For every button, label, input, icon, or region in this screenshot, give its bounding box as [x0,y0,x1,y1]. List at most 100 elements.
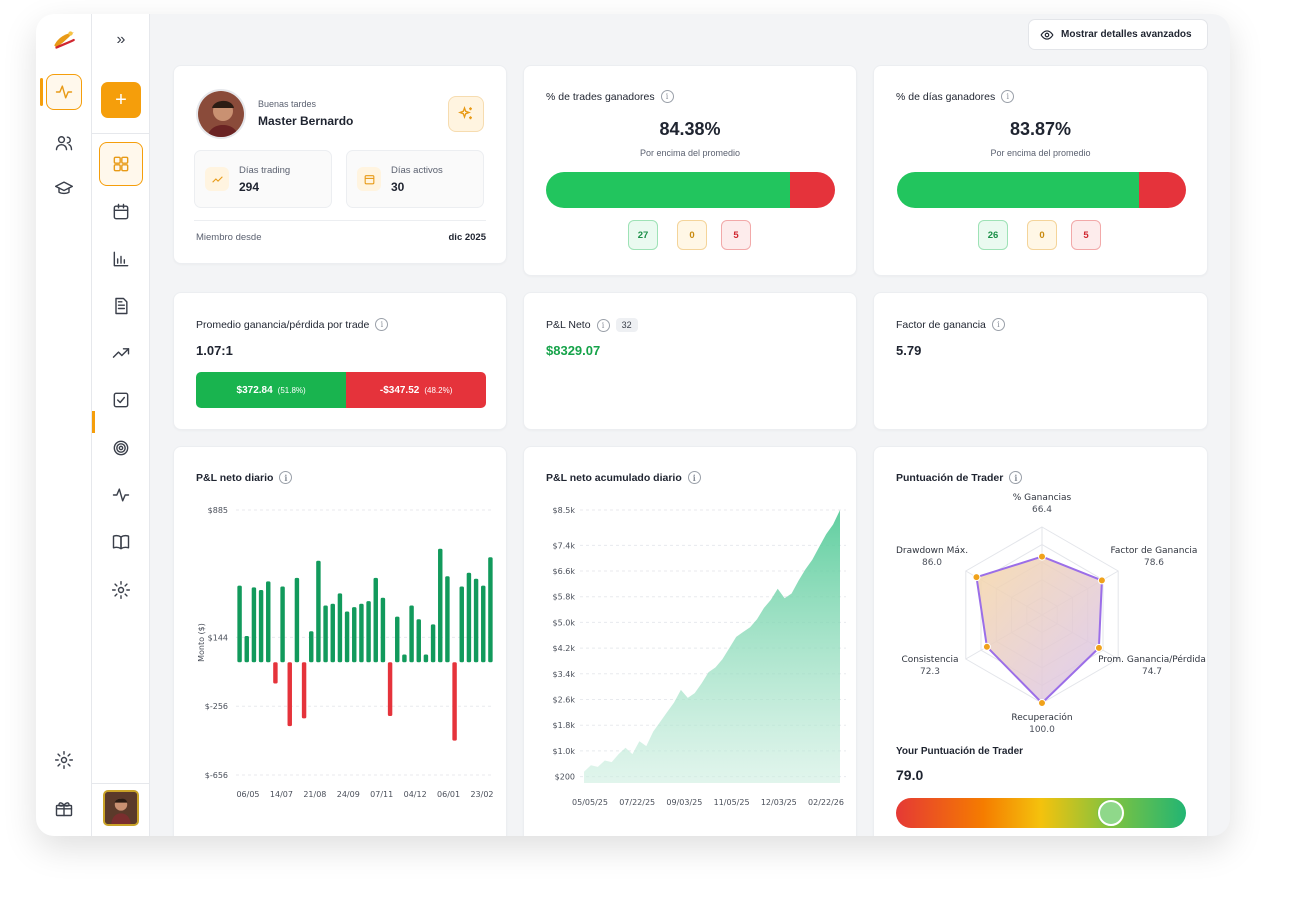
avg-win-loss-card: Promedio ganancia/pérdida por trade i 1.0… [173,292,507,430]
radar-axis-value: 72.3 [920,667,940,677]
active-days-box: Días activos 30 [346,150,484,208]
profile-card: Buenas tardes Master Bernardo Días tradi… [173,65,507,264]
advanced-details-button[interactable]: Mostrar detalles avanzados [1028,19,1208,50]
checkbox-icon [113,392,129,408]
avg-loss-segment: -$347.52 (48.2%) [346,372,486,408]
win-days-subtitle: Por encima del promedio [990,148,1091,158]
cumulative-pnl-chart: $8.5k $7.4k $6.6k $5.8k $5.0k $4.2k $3.4k $2.6k… [553,506,846,807]
win-days-ratio-bar [897,172,1186,208]
bar [387,662,393,717]
bar [481,585,486,663]
x-tick-label: 04/12 [404,790,427,799]
nav-reports[interactable] [105,243,137,275]
nav-users[interactable] [48,127,80,159]
profit-factor-title: Factor de ganancia i [896,318,1005,331]
nav-dashboard[interactable] [99,142,143,186]
collapse-button[interactable]: » [116,31,126,48]
nav-activity[interactable] [46,74,82,110]
bar [287,662,292,727]
nav-education[interactable] [48,172,80,204]
x-tick-label: 02/22/26 [808,798,844,807]
y-tick-label: $4.2k [553,644,576,653]
radar-axis-value: 74.7 [1142,667,1162,677]
sparkle-button[interactable] [448,96,484,132]
radar-axis-value: 66.4 [1032,505,1052,515]
y-tick-label: $-256 [205,702,228,711]
bar [416,619,421,663]
profit-factor-value: 5.79 [896,343,922,358]
radar-value-area [975,555,1103,705]
info-icon[interactable]: i [1001,90,1015,103]
document-icon [115,297,128,315]
y-tick-label: $3.4k [553,670,576,679]
user-avatar[interactable] [103,790,139,826]
bar [244,636,249,663]
trending-up-icon [112,348,130,358]
app-logo[interactable] [48,24,80,56]
nav-playbook[interactable] [105,526,137,558]
radar-axis-label: Drawdown Máx. [896,546,968,556]
active-indicator [40,78,43,106]
daily-pnl-title-text: P&L neto diario [196,471,274,484]
info-icon[interactable]: i [1009,471,1023,484]
bar [445,576,450,663]
cumulative-pnl-card: P&L neto acumulado diario i $8.5k $7.4k $6.… [523,446,857,836]
y-tick-label: $200 [555,773,575,782]
info-icon[interactable]: i [687,471,701,484]
bar [488,557,493,663]
info-icon[interactable]: i [279,471,293,484]
add-button[interactable]: + [101,82,141,118]
x-tick-label: 23/02 [470,790,493,799]
bar [438,548,443,663]
radar-axis-value: 86.0 [922,558,942,568]
nav-trends[interactable] [105,337,137,369]
even-count-chip: 0 [1027,220,1057,250]
active-days-value: 30 [391,180,405,194]
sparkle-icon [458,106,472,120]
profit-factor-card: Factor de ganancia i 5.79 [873,292,1208,430]
nav-goals[interactable] [105,432,137,464]
bar [309,631,314,663]
y-tick-label: $8.5k [553,506,576,515]
daily-pnl-chart: $885 $144 $-256 $-656 Monto ($) 06/05 14/07 21/… [197,506,494,799]
bar [409,605,414,663]
bar [359,603,364,663]
nav-settings[interactable] [48,744,80,776]
win-segment [546,172,790,208]
bar [430,624,436,663]
bar [294,577,300,663]
y-tick-label: $7.4k [553,541,576,550]
loss-segment [789,172,835,208]
graduation-cap-icon [54,181,74,195]
info-icon[interactable]: i [660,90,674,103]
y-tick-label: $885 [208,506,228,515]
info-icon[interactable]: i [596,318,610,332]
nav-preferences[interactable] [105,574,137,606]
bar [237,585,242,663]
nav-pulse[interactable] [105,479,137,511]
bar [373,577,378,663]
trading-days-box: Días trading 294 [194,150,332,208]
nav-gifts[interactable] [48,792,80,824]
x-tick-label: 05/05/25 [572,798,608,807]
nav-checklist[interactable] [105,384,137,416]
win-trades-ratio-bar [546,172,835,208]
user-name: Master Bernardo [258,114,354,128]
info-icon[interactable]: i [375,318,389,331]
bar [316,560,321,663]
nav-marker [92,411,95,433]
bar [280,586,285,663]
win-trades-value: 84.38% [659,119,721,139]
active-days-label: Días activos [391,165,443,176]
info-icon[interactable]: i [991,318,1005,331]
bar [344,611,350,663]
nav-notes[interactable] [105,290,137,322]
bar [366,601,371,663]
radar-axis-label: Consistencia [901,655,958,665]
radar-point [982,642,991,651]
x-tick-label: 11/05/25 [714,798,750,807]
loss-segment [1139,172,1186,208]
y-tick-label: $5.8k [553,593,576,602]
nav-calendar[interactable] [105,196,137,228]
net-pnl-title-text: P&L Neto [546,319,591,331]
